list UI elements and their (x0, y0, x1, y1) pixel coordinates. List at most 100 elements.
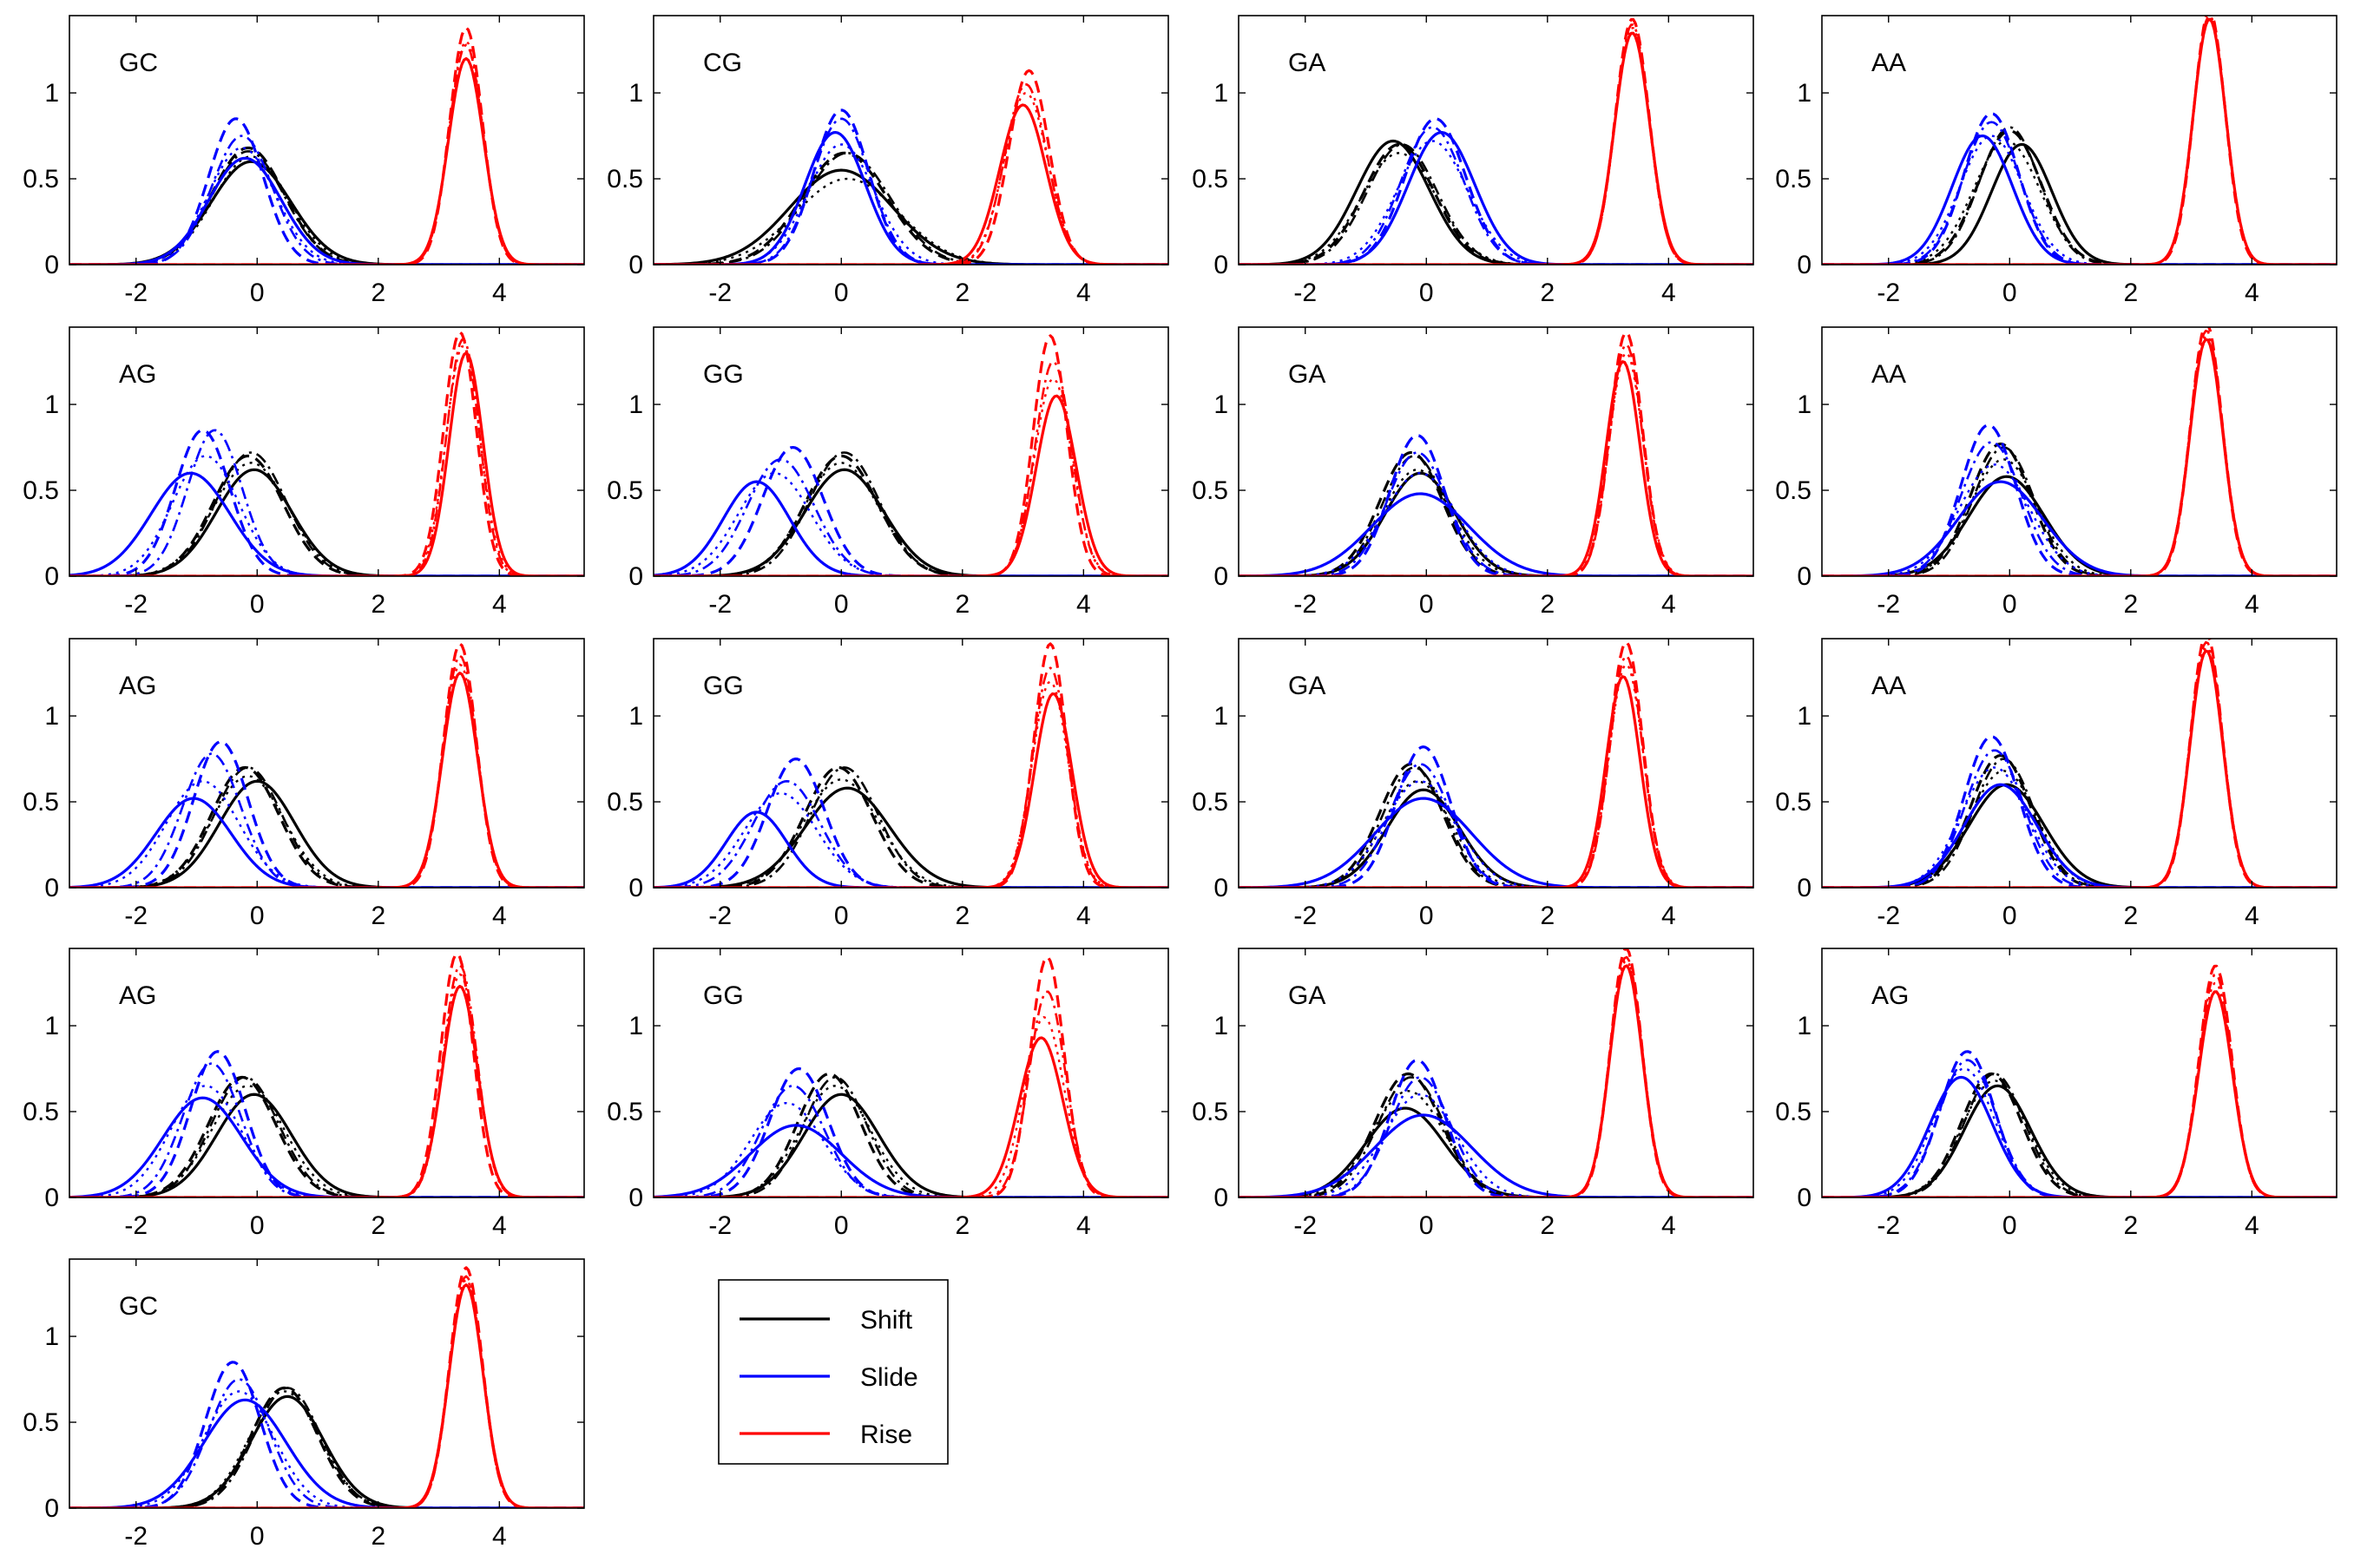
panel-frame (653, 326, 1169, 577)
series-slide-curve-dash-dot (69, 134, 584, 265)
panel-frame (1238, 638, 1754, 889)
x-tick-label: -2 (708, 279, 732, 307)
panel-6: -2 0 2 4 0 0.5 1 GA (1192, 326, 1754, 619)
x-tick-label: 2 (955, 1211, 970, 1240)
x-tick-label: 4 (1076, 902, 1091, 930)
y-tick-label: 0 (44, 562, 59, 591)
series-shift-curve-dotted (654, 778, 1168, 888)
series-slide-curve-dotted (1239, 1093, 1753, 1197)
panel-5: -2 0 2 4 0 0.5 1 GG (607, 326, 1169, 619)
series-shift-curve-dash-dot (69, 1076, 584, 1197)
x-tick-label: 0 (2002, 1211, 2017, 1240)
x-tick-label: 4 (1661, 590, 1676, 619)
series-shift-curve-dotted (1822, 1079, 2337, 1197)
y-tick-label: 0.5 (23, 1408, 59, 1437)
series-rise-curve-dotted (69, 973, 584, 1197)
x-tick-label: 2 (955, 902, 970, 930)
series-shift-curve-dotted (1822, 458, 2337, 576)
panel-label: GA (1288, 981, 1325, 1010)
panel-12: -2 0 2 4 0 0.5 1 AG (23, 948, 585, 1240)
series-slide-curve-dashed (1239, 117, 1753, 265)
panel-frame (1821, 948, 2338, 1198)
series-slide-curve-dotted (69, 147, 584, 265)
y-tick-label: 1 (628, 702, 643, 731)
curves (654, 955, 1168, 1197)
x-tick-label: 2 (1540, 279, 1555, 307)
x-tick-label: 0 (250, 902, 265, 930)
x-tick-label: 0 (2002, 902, 2017, 930)
x-tick-label: -2 (708, 1211, 732, 1240)
y-tick-label: 0.5 (1192, 788, 1228, 817)
x-tick-label: -2 (708, 902, 732, 930)
series-rise-curve-dotted (1239, 959, 1753, 1197)
series-rise-curve-dashed (654, 642, 1168, 888)
panel-frame (69, 638, 585, 889)
x-tick-label: 2 (371, 279, 385, 307)
series-slide-curve-dash-dot (654, 1085, 1168, 1197)
series-rise-curve-dashed (69, 952, 584, 1197)
series-slide-curve-dashed (1822, 1050, 2337, 1197)
series-slide-curve-solid (654, 810, 1168, 888)
curves (1239, 948, 1753, 1197)
y-tick-label: 0.5 (23, 165, 59, 194)
series-slide-curve-dashed (1239, 745, 1753, 888)
panel-frame (1238, 948, 1754, 1198)
y-tick-label: 1 (1213, 702, 1228, 731)
panel-label: GA (1288, 672, 1325, 700)
series-rise-curve-dotted (654, 377, 1168, 576)
y-tick-label: 0.5 (607, 788, 643, 817)
x-tick-label: 4 (2245, 279, 2259, 307)
series-shift-curve-dotted (1239, 1090, 1753, 1197)
y-tick-label: 1 (44, 390, 59, 419)
panel-frame (653, 15, 1169, 266)
series-slide-curve-dash-dot (1822, 1059, 2337, 1197)
series-shift-curve-solid (1822, 142, 2337, 265)
panel-1: -2 0 2 4 0 0.5 1 CG (607, 15, 1169, 307)
series-shift-curve-dash-dot (69, 1387, 584, 1508)
series-shift-curve-dashed (1239, 450, 1753, 576)
series-slide-curve-dash-dot (69, 429, 584, 576)
series-rise-curve-solid (654, 394, 1168, 576)
series-rise-curve-solid (654, 692, 1168, 888)
series-rise-curve-dashed (654, 69, 1168, 265)
y-tick-label: 1 (628, 79, 643, 108)
series-shift-curve-dashed (654, 151, 1168, 265)
x-tick-label: -2 (1877, 1211, 1900, 1240)
series-shift-curve-dashed (1239, 142, 1753, 265)
series-rise-curve-solid (69, 351, 584, 576)
series-shift-curve-solid (1239, 1106, 1753, 1197)
series-shift-curve-dash-dot (1239, 143, 1753, 265)
x-tick-label: -2 (1293, 590, 1317, 619)
y-tick-label: 1 (44, 702, 59, 731)
series-shift-curve-solid (69, 779, 584, 888)
series-slide-curve-solid (69, 156, 584, 265)
series-shift-curve-dashed (1822, 754, 2337, 888)
x-tick-label: 0 (1419, 1211, 1434, 1240)
series-rise-curve-dashed (1239, 948, 1753, 1197)
panel-label: AG (1871, 981, 1909, 1010)
y-tick-label: 0.5 (1775, 1098, 1812, 1126)
series-slide-curve-dotted (654, 143, 1168, 265)
y-tick-label: 0 (1213, 251, 1228, 279)
panel-frame (1238, 326, 1754, 577)
series-shift-curve-dotted (69, 775, 584, 888)
series-shift-curve-dotted (1239, 469, 1753, 576)
series-shift-curve-solid (654, 786, 1168, 888)
series-slide-curve-solid (69, 1398, 584, 1508)
x-tick-label: 4 (2245, 590, 2259, 619)
x-tick-label: -2 (124, 1211, 148, 1240)
x-tick-label: 2 (371, 590, 385, 619)
y-tick-label: 0 (628, 251, 643, 279)
series-rise-curve-dash-dot (654, 83, 1168, 265)
series-rise-curve-dash-dot (69, 43, 584, 265)
series-shift-curve-dotted (654, 177, 1168, 265)
series-shift-curve-dash-dot (69, 766, 584, 888)
panel-frame (69, 326, 585, 577)
series-rise-curve-solid (69, 672, 584, 888)
panel-label: AG (119, 360, 156, 389)
series-slide-curve-dotted (69, 780, 584, 888)
panel-frame (1821, 326, 2338, 577)
y-tick-label: 0 (1797, 562, 1812, 591)
series-slide-curve-dotted (1822, 766, 2337, 888)
